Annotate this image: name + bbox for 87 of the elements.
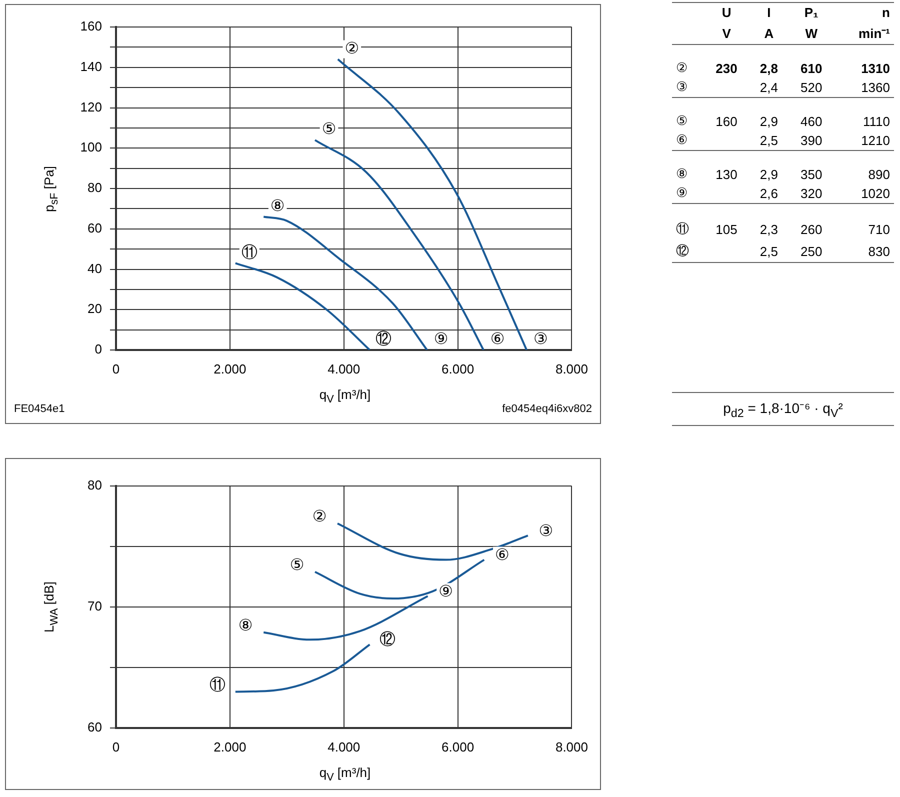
y-tick-label: 100 (80, 140, 102, 155)
text: V (722, 26, 731, 40)
annotation: ⑥ (490, 329, 505, 348)
annotation: ③ (538, 520, 554, 540)
text: 390 (800, 133, 822, 148)
text: ⑤ (676, 114, 688, 129)
text: ⑫ (676, 244, 689, 259)
text: 2,5 (760, 133, 778, 148)
y-tick-label: 0 (94, 342, 102, 357)
annotation: ② (312, 506, 327, 526)
annotation: ⑤ (290, 555, 304, 574)
text: U (722, 5, 732, 20)
text: fe0454eq4i6xv802 (502, 403, 592, 415)
text: 1110 (863, 114, 890, 129)
x-tick-label: 6.000 (442, 361, 474, 376)
x-tick-label: 6.000 (442, 739, 474, 754)
text: I (767, 5, 771, 20)
text: 2,5 (760, 244, 778, 258)
annotation: ⑪ (209, 674, 226, 694)
text: 2,9 (760, 114, 778, 129)
annotation: ⑧ (270, 196, 285, 215)
text: 2,9 (760, 167, 778, 182)
annotation: ⑫ (376, 329, 392, 348)
text: 1210 (861, 133, 890, 148)
y-tick-label: 60 (88, 720, 102, 735)
x-tick-label: 0 (112, 361, 120, 376)
x-tick-label: 4.000 (328, 361, 360, 376)
text: 2,4 (760, 80, 778, 95)
x-tick-label: 2.000 (214, 739, 246, 754)
text: 520 (800, 80, 822, 95)
text: ⑨ (676, 186, 688, 201)
x-tick-label: 8.000 (555, 361, 588, 376)
text: 250 (800, 244, 822, 258)
text: ⑧ (676, 167, 688, 182)
text: ③ (676, 80, 688, 95)
text: 830 (868, 244, 890, 258)
annotation: ⑫ (380, 630, 396, 649)
text: 320 (800, 186, 822, 201)
text: 710 (868, 222, 890, 236)
x-axis-title: q$_{V}$ [m³/h] (319, 765, 371, 784)
y-tick-label: 60 (88, 220, 102, 236)
x-tick-label: 4.000 (328, 739, 360, 754)
text: 160 (716, 114, 738, 129)
text: 460 (800, 114, 822, 129)
text: 260 (800, 222, 822, 236)
text: FE0454e1 (14, 403, 65, 415)
text: 1310 (861, 61, 890, 76)
text: 105 (716, 222, 738, 236)
y-tick-label: 160 (80, 18, 102, 34)
x-tick-label: 0 (112, 739, 120, 754)
text: A (764, 26, 774, 40)
annotation: ⑧ (238, 616, 253, 635)
text: ② (676, 61, 688, 76)
y-tick-label: 20 (88, 301, 102, 316)
y-tick-label: 80 (88, 180, 102, 196)
y-tick-label: 80 (88, 478, 102, 493)
x-tick-label: 8.000 (555, 739, 588, 754)
text: 2,8 (760, 61, 778, 76)
text: 890 (868, 167, 890, 182)
text: n (882, 5, 890, 20)
y-tick-label: 140 (80, 58, 102, 74)
text: 350 (800, 167, 822, 182)
text: 1020 (861, 186, 890, 201)
y-tick-label: 120 (80, 99, 102, 114)
annotation: ⑥ (495, 544, 510, 564)
text: 230 (716, 61, 738, 76)
text: ⑥ (676, 133, 688, 148)
text: 130 (716, 167, 738, 182)
annotation: ⑨ (434, 329, 448, 348)
text: 2,6 (760, 186, 778, 201)
x-axis-title: q$_{V}$ [m³/h] (319, 387, 371, 406)
text: 610 (800, 61, 822, 76)
text: min⁻¹ (858, 26, 890, 41)
y-tick-label: 40 (88, 260, 102, 276)
annotation: ② (344, 38, 360, 58)
annotation: ③ (533, 329, 548, 348)
annotation: ⑨ (438, 581, 453, 600)
text: P₁ (804, 5, 818, 20)
text: 2,3 (760, 222, 778, 236)
text: p$_{d2}$ = 1,8·10⁻⁶ · q$_{V}$² (672, 392, 894, 426)
annotation: ⑤ (322, 119, 336, 138)
annotation: ⑪ (241, 242, 258, 262)
text: ⑪ (676, 222, 689, 237)
text: 1360 (861, 80, 890, 95)
x-tick-label: 2.000 (214, 361, 246, 376)
y-tick-label: 70 (88, 598, 102, 614)
text: W (805, 26, 818, 40)
